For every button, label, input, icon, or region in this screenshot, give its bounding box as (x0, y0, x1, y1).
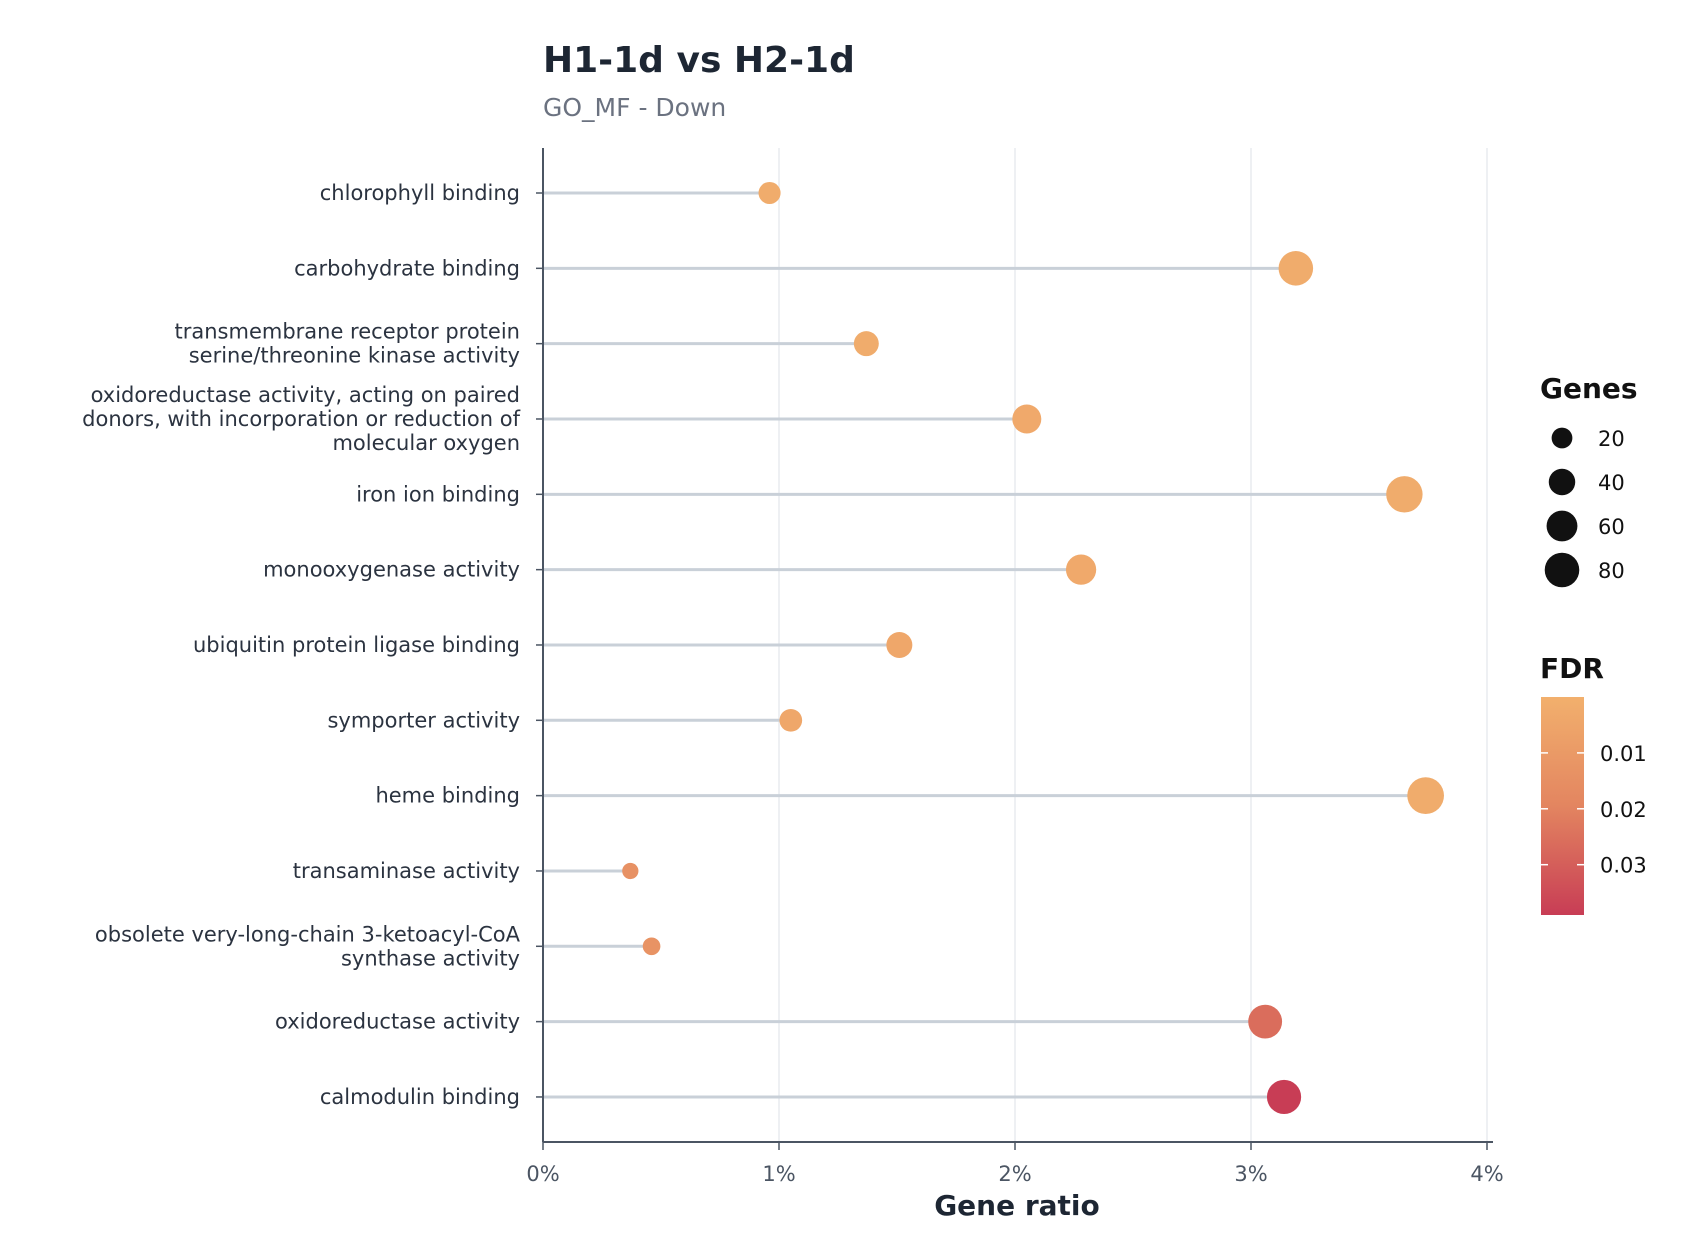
fdr-tick-label: 0.03 (1600, 854, 1647, 878)
size-legend-label: 80 (1598, 559, 1625, 583)
data-points (622, 181, 1444, 1115)
lollipop-stems (543, 191, 1426, 1099)
x-axis-tick-labels: 0% 1% 2% 3% 4% (526, 1162, 1503, 1186)
category-label: obsolete very-long-chain 3-ketoacyl-CoA (95, 922, 521, 946)
x-tick-label: 3% (1234, 1162, 1267, 1186)
genes-legend-title: Genes (1540, 372, 1638, 405)
genes-size-legend: Genes 20 40 60 80 (1540, 372, 1638, 588)
size-legend-dot (1548, 468, 1576, 496)
chart-title: H1-1d vs H2-1d (543, 40, 855, 81)
category-label: transaminase activity (293, 859, 520, 883)
category-label: ubiquitin protein ligase binding (193, 633, 520, 657)
category-label: symporter activity (327, 708, 520, 732)
size-legend-dot (1544, 552, 1580, 588)
x-tick-label: 4% (1470, 1162, 1503, 1186)
x-tick-label: 1% (762, 1162, 795, 1186)
data-point (758, 181, 781, 205)
y-axis-labels: chlorophyll binding carbohydrate binding t… (82, 181, 520, 1109)
data-point (622, 862, 639, 880)
x-tick-label: 2% (998, 1162, 1031, 1186)
category-label: heme binding (375, 784, 520, 808)
fdr-tick-label: 0.01 (1600, 742, 1647, 766)
data-point (642, 937, 661, 956)
data-point (1278, 251, 1314, 286)
category-label: monooxygenase activity (263, 558, 520, 582)
fdr-color-bar (1541, 697, 1584, 915)
category-label: calmodulin binding (320, 1085, 520, 1109)
size-legend-label: 40 (1598, 471, 1625, 495)
category-label: oxidoreductase activity (275, 1010, 520, 1034)
fdr-color-legend: FDR 0.01 0.02 0.03 (1540, 652, 1647, 915)
chart-subtitle: GO_MF - Down (543, 93, 726, 122)
category-label: synthase activity (341, 946, 520, 970)
data-point (853, 331, 879, 357)
category-label: donors, with incorporation or reduction … (82, 407, 520, 431)
data-point (1386, 476, 1423, 513)
size-legend-label: 60 (1598, 515, 1625, 539)
size-legend-dot (1551, 427, 1573, 449)
data-point (779, 708, 803, 732)
category-label: chlorophyll binding (320, 181, 520, 205)
category-label: carbohydrate binding (294, 256, 520, 280)
category-label: transmembrane receptor protein (175, 320, 521, 344)
x-axis-label: Gene ratio (934, 1189, 1100, 1222)
data-point (1407, 777, 1444, 814)
category-label: iron ion binding (356, 482, 520, 506)
data-point (1248, 1004, 1283, 1039)
data-point (1065, 554, 1097, 585)
data-point (1266, 1079, 1302, 1115)
fdr-legend-title: FDR (1540, 652, 1604, 685)
data-point (1012, 404, 1042, 434)
axes (536, 148, 1493, 1150)
data-point (886, 631, 913, 658)
x-tick-label: 0% (526, 1162, 559, 1186)
size-legend-label: 20 (1598, 427, 1625, 451)
category-label: molecular oxygen (332, 431, 520, 455)
category-label: oxidoreductase activity, acting on paire… (91, 383, 520, 407)
size-legend-dot (1546, 510, 1578, 542)
fdr-tick-label: 0.02 (1600, 798, 1647, 822)
category-label: serine/threonine kinase activity (189, 344, 520, 368)
